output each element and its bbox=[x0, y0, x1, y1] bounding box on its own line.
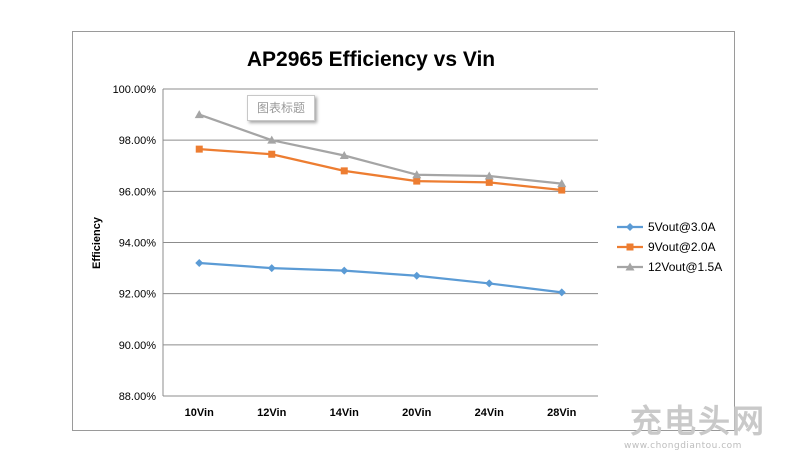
data-point bbox=[195, 258, 204, 267]
legend-item: 12Vout@1.5A bbox=[617, 260, 722, 274]
legend-swatch-marker bbox=[625, 262, 635, 271]
x-tick-label: 28Vin bbox=[547, 407, 576, 419]
x-tick-label: 10Vin bbox=[185, 407, 214, 419]
y-tick-label: 94.00% bbox=[119, 238, 157, 250]
data-point bbox=[340, 266, 349, 275]
chart-title: AP2965 Efficiency vs Vin bbox=[247, 48, 495, 71]
y-axis-label: Efficiency bbox=[91, 216, 103, 269]
data-point bbox=[268, 150, 276, 158]
data-point bbox=[412, 271, 421, 280]
x-tick-labels: 10Vin 12Vin 14Vin 20Vin 24Vin 28Vin bbox=[185, 407, 577, 419]
data-point bbox=[484, 171, 494, 180]
y-tick-label: 100.00% bbox=[113, 84, 157, 96]
legend: 5Vout@3.0A 9Vout@2.0A 12Vout@1.5A bbox=[617, 220, 722, 274]
chart-title-placeholder[interactable]: 图表标题 bbox=[247, 95, 315, 121]
y-tick-labels: 88.00% 90.00% 92.00% 94.00% 96.00% 98.00% 100.… bbox=[113, 84, 157, 403]
data-point bbox=[557, 179, 567, 188]
data-point bbox=[485, 178, 493, 186]
series-2 bbox=[195, 145, 566, 194]
series-line bbox=[199, 147, 562, 192]
x-tick-label: 14Vin bbox=[330, 407, 359, 419]
data-point bbox=[195, 145, 203, 153]
legend-item: 5Vout@3.0A bbox=[617, 220, 716, 234]
watermark: 充电头网 www.chongdiantou.com bbox=[622, 400, 782, 458]
legend-label: 12Vout@1.5A bbox=[648, 260, 722, 274]
data-point bbox=[267, 264, 276, 273]
data-point bbox=[412, 170, 422, 179]
x-tick-label: 12Vin bbox=[257, 407, 286, 419]
data-point bbox=[339, 151, 349, 160]
watermark-url: www.chongdiantou.com bbox=[624, 441, 742, 451]
legend-item: 9Vout@2.0A bbox=[617, 240, 716, 254]
data-point bbox=[340, 167, 348, 175]
series-1 bbox=[195, 258, 566, 297]
data-point bbox=[558, 186, 566, 194]
watermark-logo: 充电头网 bbox=[630, 402, 767, 440]
legend-label: 9Vout@2.0A bbox=[648, 240, 716, 254]
y-tick-label: 88.00% bbox=[119, 391, 157, 403]
series-layer bbox=[194, 110, 567, 297]
y-tick-label: 98.00% bbox=[119, 135, 157, 147]
y-tick-label: 96.00% bbox=[119, 186, 157, 198]
data-point bbox=[194, 110, 204, 119]
data-point bbox=[413, 177, 421, 185]
legend-swatch-marker bbox=[626, 243, 634, 251]
x-tick-label: 24Vin bbox=[475, 407, 504, 419]
legend-label: 5Vout@3.0A bbox=[648, 220, 716, 234]
series-3 bbox=[194, 110, 567, 188]
series-line bbox=[199, 261, 562, 294]
x-tick-label: 20Vin bbox=[402, 407, 431, 419]
chart-frame bbox=[72, 31, 735, 431]
series-line bbox=[198, 113, 562, 185]
data-point bbox=[557, 288, 566, 297]
gridlines bbox=[162, 88, 598, 397]
y-tick-label: 92.00% bbox=[119, 289, 157, 301]
y-tick-label: 90.00% bbox=[119, 340, 157, 352]
data-point bbox=[485, 279, 494, 288]
legend-swatch-marker bbox=[626, 223, 634, 231]
data-point bbox=[267, 135, 277, 144]
